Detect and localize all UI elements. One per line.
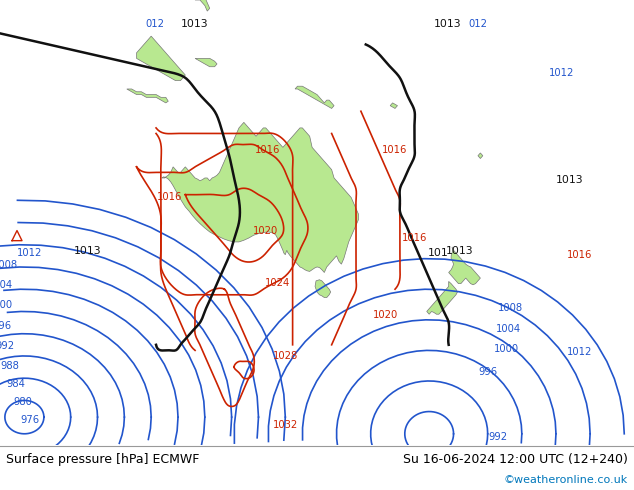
Polygon shape bbox=[315, 280, 331, 297]
Text: 012: 012 bbox=[145, 19, 164, 29]
Text: 1013: 1013 bbox=[434, 19, 462, 29]
Text: 1013: 1013 bbox=[181, 19, 209, 29]
Text: Surface pressure [hPa] ECMWF: Surface pressure [hPa] ECMWF bbox=[6, 453, 199, 466]
Text: 1013: 1013 bbox=[74, 246, 102, 256]
Text: 1016: 1016 bbox=[403, 233, 428, 243]
Polygon shape bbox=[478, 153, 483, 158]
Text: 1012: 1012 bbox=[549, 68, 574, 78]
Text: 1024: 1024 bbox=[266, 278, 290, 288]
Polygon shape bbox=[136, 36, 185, 81]
Text: 101: 101 bbox=[427, 248, 448, 258]
Text: 988: 988 bbox=[1, 361, 20, 371]
Text: 1000: 1000 bbox=[0, 300, 13, 310]
Polygon shape bbox=[162, 122, 358, 272]
Text: 1012: 1012 bbox=[567, 347, 593, 357]
Text: 1000: 1000 bbox=[493, 344, 519, 354]
Polygon shape bbox=[390, 103, 398, 108]
Polygon shape bbox=[127, 89, 168, 103]
Text: Su 16-06-2024 12:00 UTC (12+240): Su 16-06-2024 12:00 UTC (12+240) bbox=[403, 453, 628, 466]
Text: 1020: 1020 bbox=[252, 225, 278, 236]
Text: 980: 980 bbox=[13, 397, 32, 408]
Text: 996: 996 bbox=[0, 320, 11, 331]
Text: 1028: 1028 bbox=[273, 351, 297, 361]
Text: 992: 992 bbox=[0, 341, 15, 351]
Text: 1012: 1012 bbox=[17, 248, 42, 258]
Text: 1016: 1016 bbox=[567, 250, 593, 260]
Text: 1016: 1016 bbox=[382, 145, 408, 155]
Text: 984: 984 bbox=[6, 379, 25, 389]
Text: 1004: 1004 bbox=[495, 323, 521, 334]
Text: 012: 012 bbox=[469, 19, 488, 29]
Text: 996: 996 bbox=[479, 367, 498, 377]
Text: ©weatheronline.co.uk: ©weatheronline.co.uk bbox=[504, 475, 628, 485]
Text: 1016: 1016 bbox=[256, 145, 281, 155]
Text: 1013: 1013 bbox=[446, 246, 474, 256]
Text: 1032: 1032 bbox=[273, 420, 297, 430]
Text: 992: 992 bbox=[488, 432, 508, 442]
Text: 1008: 1008 bbox=[498, 303, 522, 314]
Text: 1004: 1004 bbox=[0, 280, 13, 290]
Text: 976: 976 bbox=[20, 415, 39, 425]
Text: 1013: 1013 bbox=[556, 175, 584, 185]
Polygon shape bbox=[295, 86, 334, 108]
Polygon shape bbox=[195, 0, 210, 11]
Polygon shape bbox=[427, 281, 458, 314]
Text: 1016: 1016 bbox=[157, 192, 183, 202]
Text: 1020: 1020 bbox=[372, 311, 398, 320]
Polygon shape bbox=[449, 247, 481, 285]
Text: 1008: 1008 bbox=[0, 260, 18, 270]
Polygon shape bbox=[195, 58, 217, 67]
